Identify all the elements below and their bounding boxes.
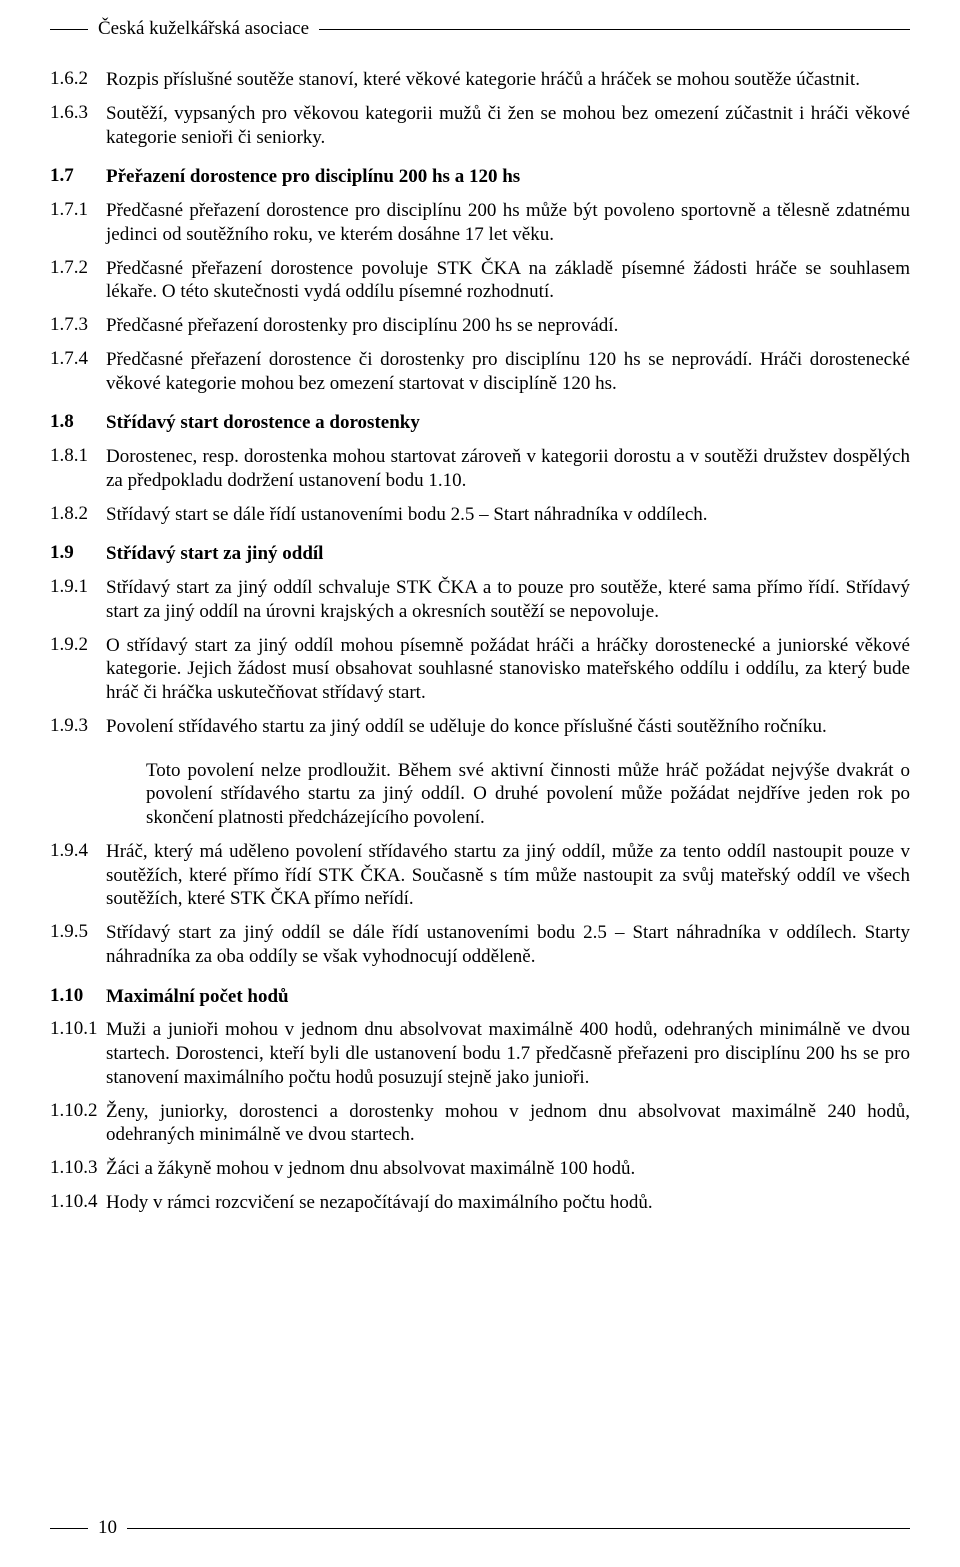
item-text: Dorostenec, resp. dorostenka mohou start… (106, 445, 910, 493)
item-1.9.5: 1.9.5Střídavý start za jiný oddíl se dál… (50, 921, 910, 969)
item-text: Předčasné přeřazení dorostenky pro disci… (106, 314, 910, 338)
header-rule-right (319, 29, 910, 30)
item-text: Povolení střídavého startu za jiný oddíl… (106, 715, 910, 739)
item-number: 1.6.3 (50, 102, 106, 150)
item-1.7.4: 1.7.4Předčasné přeřazení dorostence či d… (50, 348, 910, 396)
item-text: O střídavý start za jiný oddíl mohou pís… (106, 634, 910, 705)
item-number: 1.9.5 (50, 921, 106, 969)
item-inner-text: Toto povolení nelze prodloužit. Během sv… (106, 749, 910, 830)
item-number: 1.10.3 (50, 1157, 106, 1181)
item-1.8: 1.8Střídavý start dorostence a dorostenk… (50, 411, 910, 435)
item-1.10.1: 1.10.1Muži a junioři mohou v jednom dnu … (50, 1018, 910, 1089)
footer-rule-left (50, 1528, 88, 1529)
item-text: Předčasné přeřazení dorostence povoluje … (106, 257, 910, 305)
item-text: Maximální počet hodů (106, 985, 910, 1009)
header-rule-left (50, 29, 88, 30)
header: Česká kuželkářská asociace (50, 18, 910, 40)
item-number: 1.7.3 (50, 314, 106, 338)
item-number: 1.9.1 (50, 576, 106, 624)
item-number: 1.9.4 (50, 840, 106, 911)
item-1.8.2: 1.8.2Střídavý start se dále řídí ustanov… (50, 503, 910, 527)
item-1.10.3: 1.10.3Žáci a žákyně mohou v jednom dnu a… (50, 1157, 910, 1181)
item-1.8.1: 1.8.1Dorostenec, resp. dorostenka mohou … (50, 445, 910, 493)
item-1.9.3: 1.9.3Povolení střídavého startu za jiný … (50, 715, 910, 739)
header-org: Česká kuželkářská asociace (88, 18, 319, 40)
item-text: Rozpis příslušné soutěže stanoví, které … (106, 68, 910, 92)
item-number: 1.8.1 (50, 445, 106, 493)
item-1.6.3: 1.6.3Soutěží, vypsaných pro věkovou kate… (50, 102, 910, 150)
item-text: Střídavý start za jiný oddíl schvaluje S… (106, 576, 910, 624)
footer-rule-right (127, 1528, 910, 1529)
page-number: 10 (88, 1517, 127, 1539)
item-text: Střídavý start se dále řídí ustanoveními… (106, 503, 910, 527)
item-1.10.4: 1.10.4Hody v rámci rozcvičení se nezapoč… (50, 1191, 910, 1215)
item-number: 1.6.2 (50, 68, 106, 92)
item-number: 1.7.4 (50, 348, 106, 396)
footer: 10 (50, 1517, 910, 1539)
item-number: 1.9.2 (50, 634, 106, 705)
item-1.9.1: 1.9.1Střídavý start za jiný oddíl schval… (50, 576, 910, 624)
item-1.6.2: 1.6.2Rozpis příslušné soutěže stanoví, k… (50, 68, 910, 92)
body: 1.6.2Rozpis příslušné soutěže stanoví, k… (50, 68, 910, 1215)
item-1.9.3-note: Toto povolení nelze prodloužit. Během sv… (50, 749, 910, 830)
item-number: 1.8.2 (50, 503, 106, 527)
item-number: 1.9.3 (50, 715, 106, 739)
item-number: 1.10.1 (50, 1018, 106, 1089)
item-text: Přeřazení dorostence pro disciplínu 200 … (106, 165, 910, 189)
document-page: Česká kuželkářská asociace 1.6.2Rozpis p… (0, 0, 960, 1567)
item-text: Muži a junioři mohou v jednom dnu absolv… (106, 1018, 910, 1089)
item-text: Hody v rámci rozcvičení se nezapočítávaj… (106, 1191, 910, 1215)
item-1.10.2: 1.10.2Ženy, juniorky, dorostenci a doros… (50, 1100, 910, 1148)
item-text: Střídavý start za jiný oddíl (106, 542, 910, 566)
item-1.7.3: 1.7.3Předčasné přeřazení dorostenky pro … (50, 314, 910, 338)
item-text: Soutěží, vypsaných pro věkovou kategorii… (106, 102, 910, 150)
spacer (50, 749, 106, 830)
item-text: Ženy, juniorky, dorostenci a dorostenky … (106, 1100, 910, 1148)
item-text: Předčasné přeřazení dorostence pro disci… (106, 199, 910, 247)
item-number: 1.7.1 (50, 199, 106, 247)
item-number: 1.10.4 (50, 1191, 106, 1215)
item-text: Předčasné přeřazení dorostence či dorost… (106, 348, 910, 396)
item-1.7.1: 1.7.1Předčasné přeřazení dorostence pro … (50, 199, 910, 247)
item-1.10: 1.10Maximální počet hodů (50, 985, 910, 1009)
item-1.7.2: 1.7.2Předčasné přeřazení dorostence povo… (50, 257, 910, 305)
item-number: 1.9 (50, 542, 106, 566)
item-1.9.4: 1.9.4Hráč, který má uděleno povolení stř… (50, 840, 910, 911)
item-text: Střídavý start dorostence a dorostenky (106, 411, 910, 435)
item-text: Žáci a žákyně mohou v jednom dnu absolvo… (106, 1157, 910, 1181)
item-number: 1.10 (50, 985, 106, 1009)
item-number: 1.7.2 (50, 257, 106, 305)
item-1.9: 1.9Střídavý start za jiný oddíl (50, 542, 910, 566)
item-number: 1.7 (50, 165, 106, 189)
item-1.7: 1.7Přeřazení dorostence pro disciplínu 2… (50, 165, 910, 189)
item-number: 1.8 (50, 411, 106, 435)
item-number: 1.10.2 (50, 1100, 106, 1148)
item-text: Střídavý start za jiný oddíl se dále říd… (106, 921, 910, 969)
item-text: Hráč, který má uděleno povolení střídavé… (106, 840, 910, 911)
item-1.9.2: 1.9.2O střídavý start za jiný oddíl moho… (50, 634, 910, 705)
